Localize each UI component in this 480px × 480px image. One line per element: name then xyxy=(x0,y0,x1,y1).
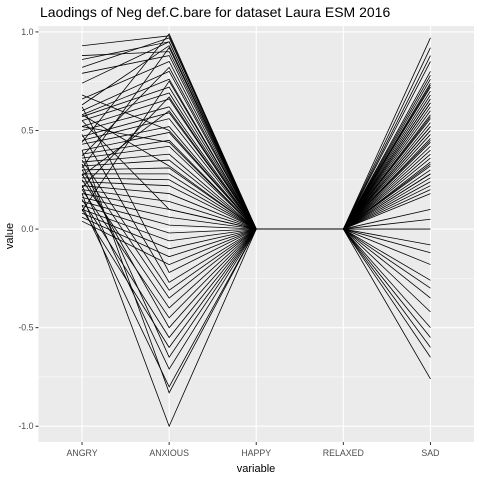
y-axis: 1.0 0.5 0.0 -0.5 -1.0 xyxy=(18,27,38,431)
x-axis-title: variable xyxy=(237,463,276,475)
x-axis: ANGRY ANXIOUS HAPPY RELAXED SAD xyxy=(66,442,439,458)
x-tick-label: ANXIOUS xyxy=(149,448,189,458)
y-tick-label: 1.0 xyxy=(21,27,33,37)
y-axis-title: value xyxy=(4,223,16,249)
x-tick-label: HAPPY xyxy=(241,448,271,458)
y-tick-label: -0.5 xyxy=(18,323,33,333)
x-tick-label: SAD xyxy=(421,448,439,458)
chart-title: Laodings of Neg def.C.bare for dataset L… xyxy=(40,4,390,20)
x-tick-label: ANGRY xyxy=(66,448,97,458)
y-tick-label: -1.0 xyxy=(18,421,33,431)
y-tick-label: 0.0 xyxy=(21,224,33,234)
x-tick-label: RELAXED xyxy=(323,448,364,458)
y-tick-label: 0.5 xyxy=(21,125,33,135)
